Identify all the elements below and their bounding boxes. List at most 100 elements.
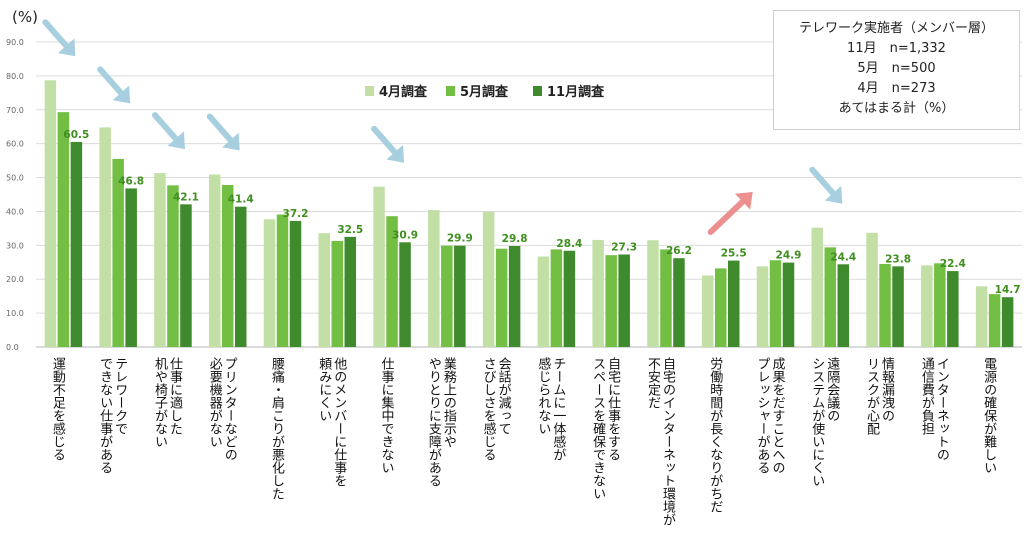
data-label: 30.9 bbox=[392, 229, 418, 241]
bar-1-8 bbox=[428, 210, 440, 347]
bar-2-12 bbox=[660, 249, 672, 347]
info-line: 5月 n=500 bbox=[857, 61, 936, 76]
category-label: 不安定だ bbox=[645, 357, 661, 409]
info-line: 11月 n=1,332 bbox=[847, 41, 946, 56]
legend-label: 11月調査 bbox=[547, 84, 605, 100]
bar-3-10 bbox=[563, 250, 576, 347]
category-label: できない仕事がある bbox=[97, 357, 113, 474]
category-label: 仕事に集中できない bbox=[379, 357, 395, 474]
category-label: プリンターなどの bbox=[222, 357, 237, 461]
bar-2-1 bbox=[57, 112, 70, 348]
data-label: 22.4 bbox=[940, 258, 966, 270]
category-label: プレッシャーがある bbox=[755, 357, 771, 474]
data-label: 32.5 bbox=[337, 224, 363, 236]
y-tick-label: 10.0 bbox=[6, 309, 24, 318]
category-label: リスクが心配 bbox=[864, 357, 880, 435]
y-tick-label: 60.0 bbox=[6, 140, 24, 149]
data-label: 25.5 bbox=[721, 248, 747, 260]
category-label: 成果をだすことへの bbox=[770, 357, 786, 474]
bar-3-1 bbox=[70, 141, 83, 347]
bar-1-11 bbox=[592, 239, 604, 347]
bar-3-6 bbox=[344, 236, 357, 347]
data-label: 14.7 bbox=[995, 284, 1021, 296]
data-labels-layer: 60.5 46.8 42.1 41.4 37.2 32.5 30.9 29.9 29.8 28.4… bbox=[63, 129, 1020, 296]
category-label: 遠隔会議の bbox=[824, 357, 840, 422]
bar-1-14 bbox=[756, 266, 769, 347]
y-tick-label: 70.0 bbox=[6, 106, 24, 115]
category-label: スペースを確保できない bbox=[590, 357, 606, 500]
category-label: やりとりに支障がある bbox=[426, 357, 442, 487]
category-label: 通信費が負担 bbox=[919, 357, 935, 435]
bar-3-3 bbox=[180, 204, 192, 347]
bars-layer bbox=[44, 80, 1014, 348]
grid-layer: 0.0 10.0 20.0 30.0 40.0 50.0 60.0 70.0 80.0 90.0 bbox=[6, 38, 1022, 352]
category-label: 業務上の指示や bbox=[441, 356, 457, 448]
bar-3-14 bbox=[782, 262, 795, 347]
y-tick-label: 90.0 bbox=[6, 38, 24, 47]
category-label: チームに一体感が bbox=[550, 357, 566, 461]
bar-3-17 bbox=[947, 271, 959, 347]
bar-3-13 bbox=[727, 260, 740, 347]
data-label: 29.9 bbox=[447, 233, 473, 245]
category-label: 感じられない bbox=[535, 356, 551, 435]
category-label: 情報漏洩の bbox=[879, 357, 895, 422]
bar-2-11 bbox=[605, 255, 617, 347]
bar-2-6 bbox=[331, 240, 344, 347]
category-label: テレワークで bbox=[112, 357, 127, 435]
trend-arrow bbox=[707, 192, 753, 235]
bar-1-2 bbox=[99, 127, 111, 348]
bar-1-6 bbox=[318, 233, 331, 347]
bar-2-2 bbox=[112, 158, 124, 347]
y-tick-label: 50.0 bbox=[6, 174, 24, 183]
y-tick-label: 20.0 bbox=[6, 275, 24, 284]
data-label: 27.3 bbox=[611, 241, 637, 253]
category-label: システムが使いにくい bbox=[809, 357, 825, 487]
trend-arrow bbox=[151, 112, 185, 150]
data-label: 24.9 bbox=[776, 250, 802, 262]
legend-swatch bbox=[533, 86, 542, 96]
bar-3-4 bbox=[234, 206, 247, 347]
category-label: 運動不足を感じる bbox=[50, 357, 65, 461]
category-label: 電源の確保が難しい bbox=[981, 357, 997, 474]
bar-3-8 bbox=[454, 245, 466, 347]
trend-arrows bbox=[42, 19, 843, 235]
trend-arrow bbox=[371, 125, 405, 163]
data-label: 41.4 bbox=[228, 194, 254, 206]
bar-2-13 bbox=[714, 268, 727, 347]
data-label: 26.2 bbox=[666, 245, 692, 257]
bar-3-12 bbox=[673, 258, 685, 347]
bar-1-12 bbox=[647, 240, 659, 347]
y-tick-label: 0.0 bbox=[6, 343, 19, 352]
bar-2-10 bbox=[550, 249, 563, 347]
data-label: 42.1 bbox=[173, 191, 199, 203]
bar-3-16 bbox=[892, 266, 904, 347]
bar-2-18 bbox=[988, 294, 1001, 347]
category-label: インターネットの bbox=[934, 357, 949, 461]
bar-1-18 bbox=[975, 286, 988, 347]
info-line: あてはまる計（%） bbox=[838, 101, 955, 116]
bar-3-2 bbox=[125, 188, 137, 347]
category-label: 他のメンバーに仕事を bbox=[331, 357, 347, 487]
category-label: 腰痛・肩こりが悪化した bbox=[269, 357, 285, 500]
category-label: 自宅のインターネット環境が bbox=[660, 357, 676, 526]
bar-3-9 bbox=[508, 246, 521, 347]
bar-1-4 bbox=[208, 174, 221, 347]
data-label: 28.4 bbox=[556, 238, 582, 250]
bar-1-10 bbox=[537, 256, 550, 347]
bar-2-8 bbox=[441, 245, 453, 347]
trend-arrow bbox=[42, 19, 76, 57]
y-tick-label: 30.0 bbox=[6, 241, 24, 250]
legend: 4月調査 5月調査 11月調査 bbox=[365, 84, 605, 100]
bar-3-15 bbox=[837, 264, 850, 347]
bar-3-5 bbox=[289, 220, 302, 347]
data-label: 37.2 bbox=[283, 208, 309, 220]
trend-arrow bbox=[206, 113, 240, 151]
bar-1-1 bbox=[44, 80, 57, 348]
data-label: 24.4 bbox=[830, 251, 856, 263]
category-label: 頼みにくい bbox=[316, 357, 332, 422]
data-label: 60.5 bbox=[63, 129, 89, 141]
bar-1-3 bbox=[154, 173, 166, 347]
legend-label: 4月調査 bbox=[379, 84, 428, 100]
bar-2-3 bbox=[167, 185, 179, 347]
